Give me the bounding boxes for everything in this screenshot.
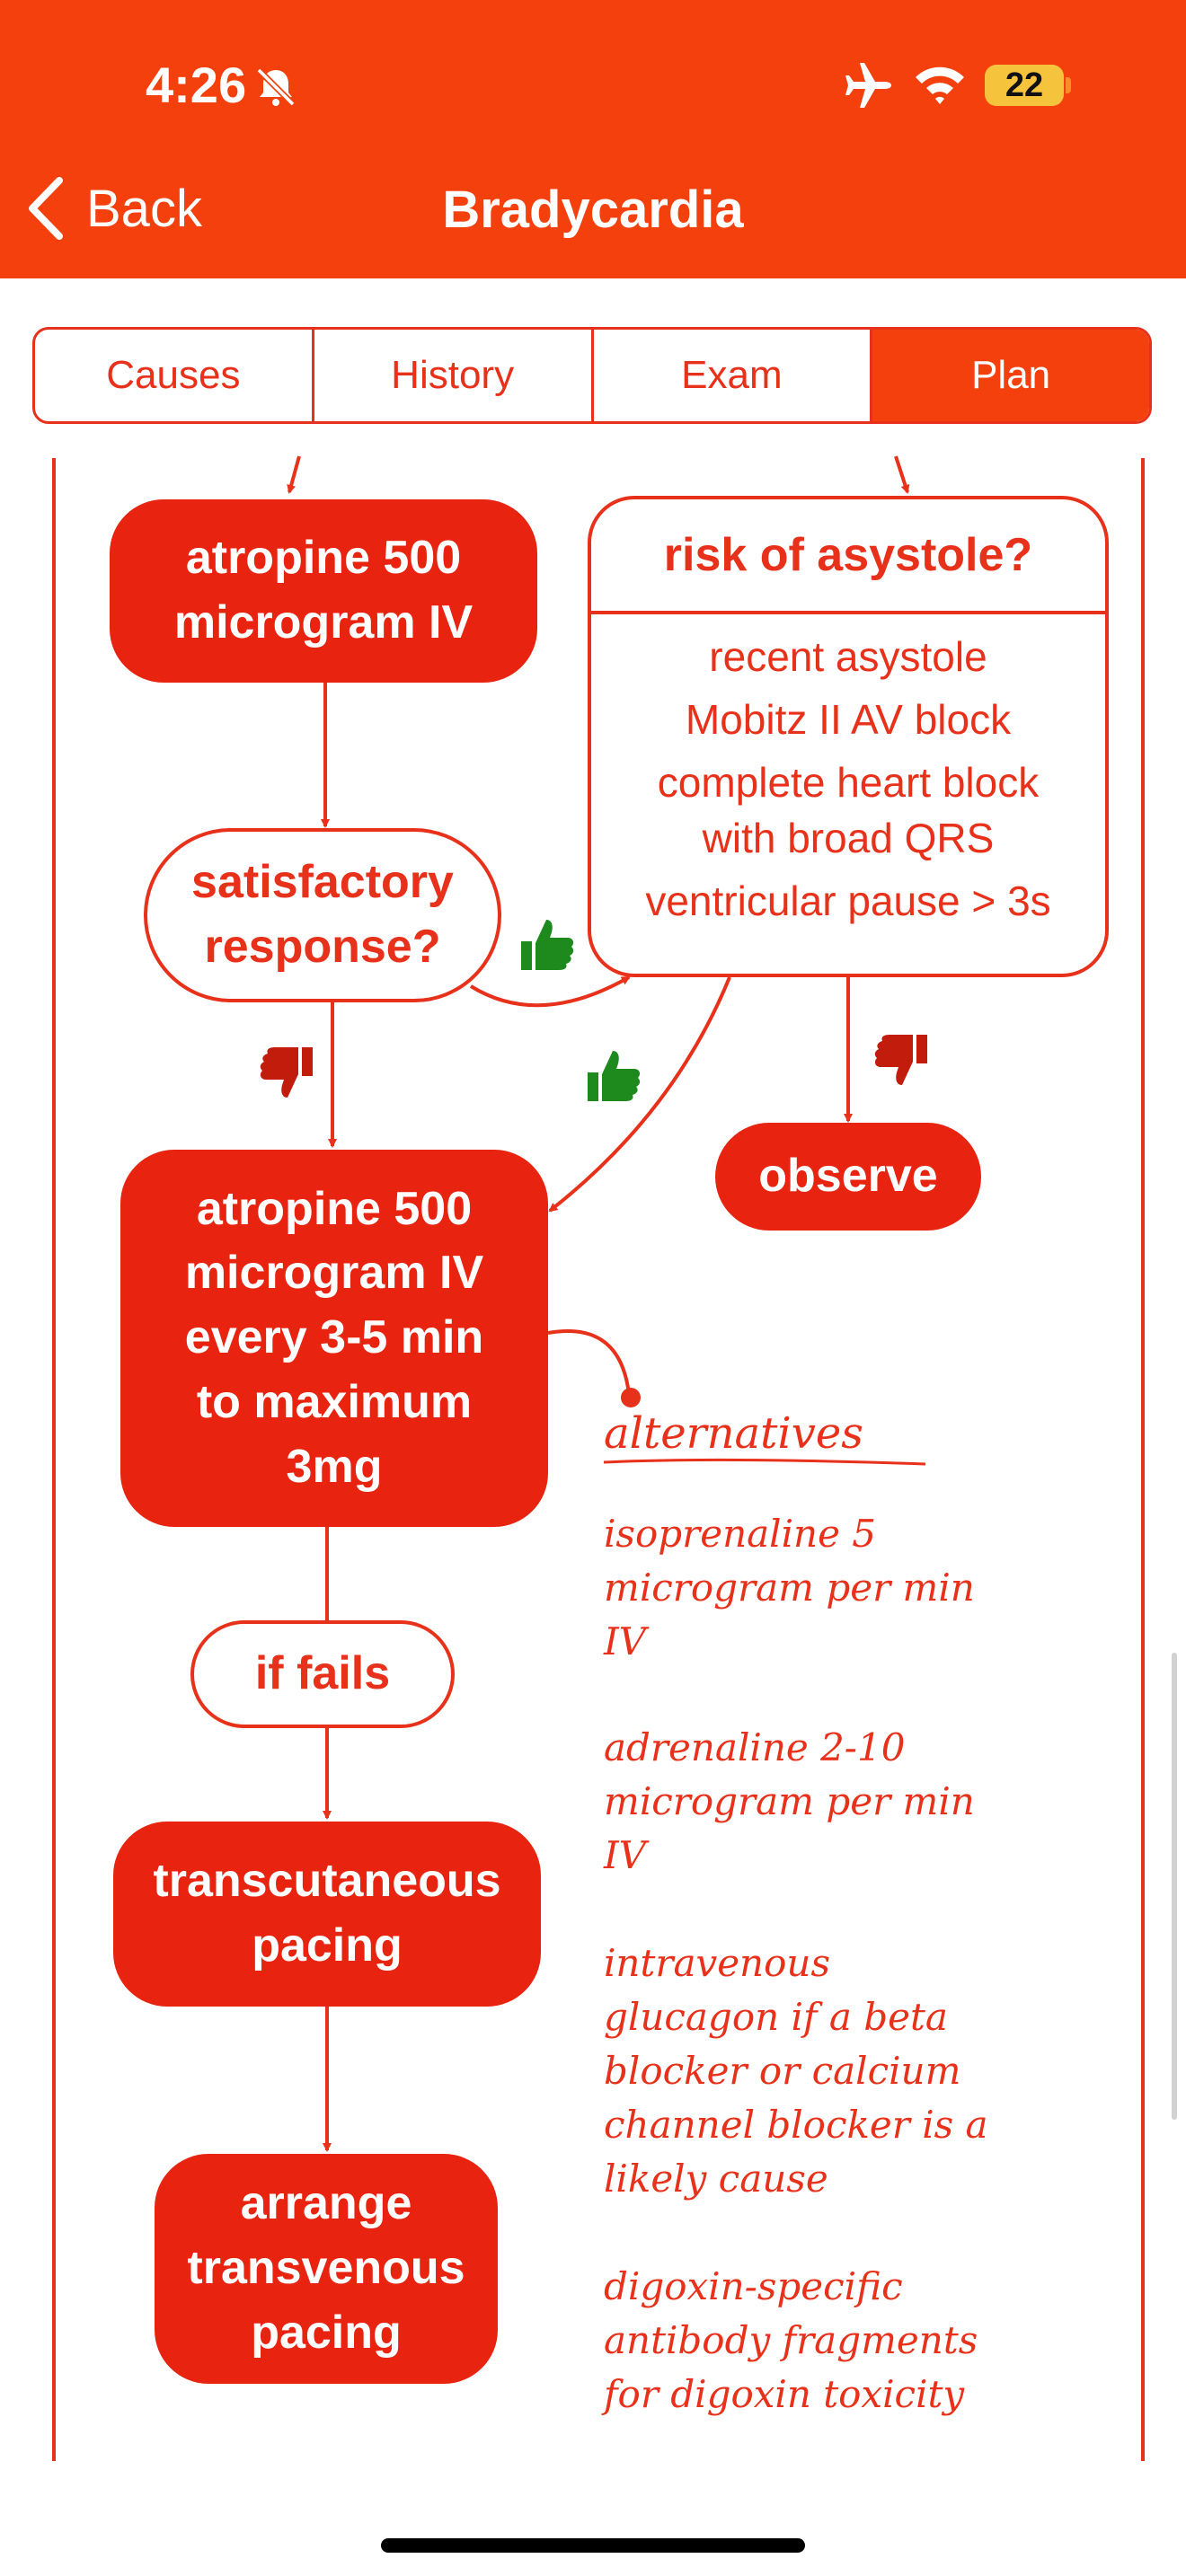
thumbs-up-icon: [588, 1051, 641, 1101]
alternatives-dot: [621, 1388, 641, 1407]
left-border: [52, 458, 56, 2461]
navigation-header: 4:26 22 Back Bradycardia: [0, 0, 1186, 278]
tab-causes[interactable]: Causes: [35, 330, 314, 421]
battery-cap: [1066, 77, 1071, 93]
risk-title: risk of asystole?: [591, 499, 1105, 614]
risk-item: recent asystole: [709, 633, 987, 680]
risk-item: complete heart block with broad QRS: [657, 759, 1040, 861]
risk-item: Mobitz II AV block: [685, 696, 1012, 743]
chevron-left-icon: [29, 177, 63, 240]
arrow-in-right: [894, 455, 910, 494]
alternative-item: isoprenaline 5 microgram per min IV: [604, 1512, 975, 1663]
thumbs-down-icon: [260, 1047, 313, 1098]
atropine-repeat-box: atropine 500 microgram IV every 3-5 min …: [120, 1150, 548, 1527]
atropine-initial-box: atropine 500 microgram IV: [110, 499, 537, 683]
segment-tabs: Causes History Exam Plan: [32, 327, 1152, 424]
alternatives-title: alternatives: [604, 1408, 863, 1459]
scroll-indicator[interactable]: [1172, 1653, 1177, 2120]
transvenous-pacing-box: arrange transvenous pacing: [155, 2154, 498, 2384]
observe-box: observe: [715, 1123, 981, 1231]
risk-of-asystole-box: risk of asystole? recent asystole Mobitz…: [588, 496, 1109, 977]
thumbs-up-icon: [521, 920, 574, 970]
airplane-icon: [845, 63, 891, 108]
line-to-alternatives: [547, 1328, 631, 1395]
alternative-item: intravenous glucagon if a beta blocker o…: [604, 1941, 988, 2201]
back-label: Back: [86, 179, 202, 238]
risk-list: recent asystole Mobitz II AV block compl…: [591, 614, 1105, 929]
transcutaneous-pacing-box: transcutaneous pacing: [113, 1822, 541, 2007]
bell-slash-icon: [256, 67, 296, 107]
arrow-in-left: [287, 455, 301, 494]
battery-indicator: 22: [985, 65, 1064, 106]
tab-exam[interactable]: Exam: [594, 330, 873, 421]
status-time: 4:26: [146, 57, 247, 113]
arrow-satisfactory-to-risk: [469, 975, 631, 1008]
tab-history[interactable]: History: [314, 330, 594, 421]
alternative-item: digoxin-specific antibody fragments for …: [604, 2264, 978, 2416]
if-fails-box: if fails: [190, 1620, 455, 1728]
page-title: Bradycardia: [442, 181, 744, 239]
satisfactory-response-box: satisfactory response?: [144, 828, 501, 1002]
home-indicator[interactable]: [381, 2538, 805, 2553]
back-button[interactable]: Back: [25, 172, 202, 244]
arrow-risk-to-atropine: [548, 976, 731, 1213]
tab-plan[interactable]: Plan: [872, 330, 1149, 421]
risk-item: ventricular pause > 3s: [645, 878, 1051, 924]
thumbs-down-icon: [874, 1035, 927, 1085]
wifi-icon: [916, 66, 964, 104]
right-border: [1141, 458, 1145, 2461]
alternative-item: adrenaline 2-10 microgram per min IV: [604, 1725, 975, 1877]
alternatives-underline: [603, 1458, 926, 1466]
